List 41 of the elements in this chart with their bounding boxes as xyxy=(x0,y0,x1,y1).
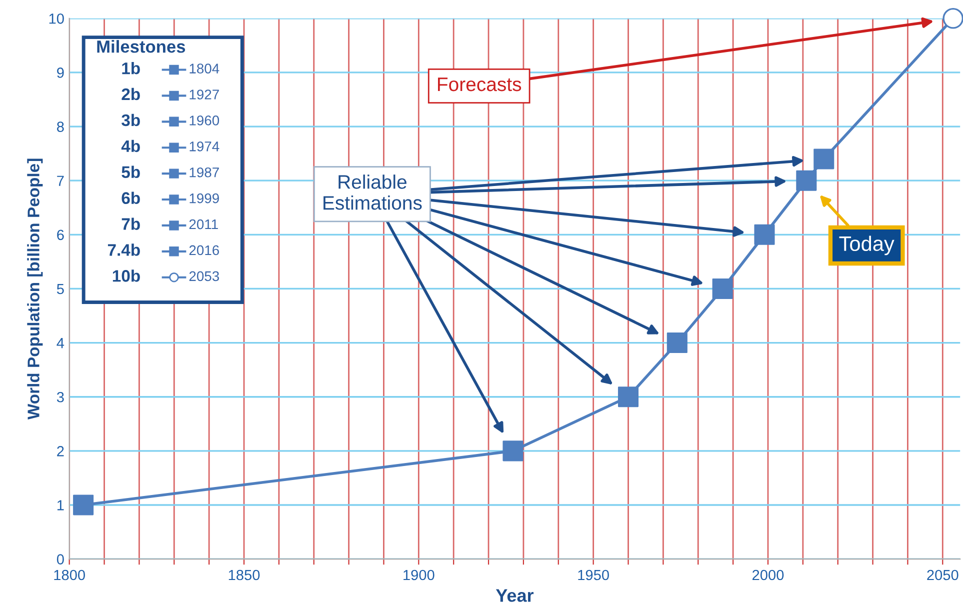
x-tick-label: 2000 xyxy=(752,570,784,580)
annotation: 1927 xyxy=(190,90,219,100)
annotation: 1804 xyxy=(190,64,220,74)
annotation: 6b xyxy=(122,192,140,204)
annotation: Reliable Estimations xyxy=(324,174,422,210)
annotation: 1b xyxy=(122,62,140,74)
y-tick-label: 5 xyxy=(56,284,64,294)
x-tick-label: 1950 xyxy=(578,570,609,580)
annotation: 2b xyxy=(122,88,140,100)
annotation: 10b xyxy=(112,270,140,282)
annotation: 3b xyxy=(122,114,140,126)
annotation: 2011 xyxy=(189,219,218,230)
annotation: 1960 xyxy=(190,116,220,126)
annotation: Forecasts xyxy=(438,78,522,92)
x-tick-label: 1900 xyxy=(404,570,434,580)
annotation: 1987 xyxy=(190,167,219,178)
x-tick-label: 1850 xyxy=(228,570,260,580)
annotation: 7.4b xyxy=(108,244,140,256)
y-tick-label: 4 xyxy=(56,338,64,348)
y-tick-label: 9 xyxy=(57,68,64,78)
y-tick-label: 8 xyxy=(57,122,64,132)
annotation: 2053 xyxy=(189,271,219,282)
y-tick-label: 2 xyxy=(57,446,64,456)
annotation: 4b xyxy=(121,140,140,152)
y-tick-label: 7 xyxy=(57,176,64,186)
annotation: 2016 xyxy=(189,245,219,256)
y-tick-label: 6 xyxy=(57,230,64,240)
annotation: 1999 xyxy=(190,193,219,204)
annotation: Today xyxy=(839,236,894,256)
annotation: Milestones xyxy=(97,40,186,53)
x-tick-label: 2050 xyxy=(927,570,958,580)
y-axis-title: World Population [billion People] xyxy=(27,158,43,420)
x-tick-label: 1800 xyxy=(54,570,85,580)
annotation: 7b xyxy=(122,218,140,230)
y-tick-label: 0 xyxy=(56,554,64,564)
y-tick-label: 10 xyxy=(49,13,64,24)
annotation: 5b xyxy=(122,166,140,178)
y-tick-label: 1 xyxy=(57,500,64,510)
x-axis-title: Year xyxy=(496,589,534,602)
annotation: 1974 xyxy=(190,142,220,152)
y-tick-label: 3 xyxy=(56,392,64,402)
